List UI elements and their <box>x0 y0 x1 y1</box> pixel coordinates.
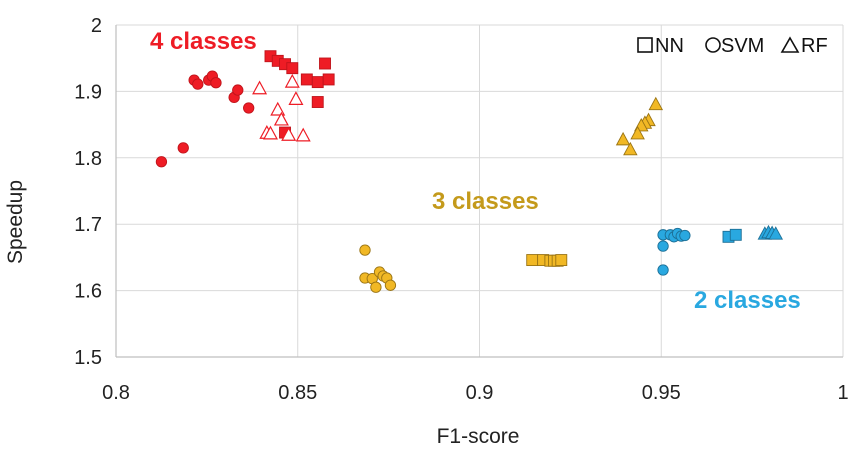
x-tick-label: 1 <box>837 382 848 404</box>
group-labels: 4 classes 3 classes 2 classes <box>150 28 801 314</box>
point-rf-group-1 <box>284 73 300 88</box>
point-rf-group-1 <box>295 127 311 142</box>
x-tick-label: 0.9 <box>466 382 494 404</box>
point-svm-group-2 <box>370 281 382 293</box>
group-label-4-classes: 4 classes <box>150 28 257 55</box>
point-svm-group-1 <box>192 78 204 90</box>
point-nn-group-1 <box>319 57 331 70</box>
y-tick-label: 1.7 <box>74 214 102 236</box>
legend-label-svm: SVM <box>721 35 764 57</box>
point-rf-group-1 <box>281 126 297 141</box>
point-rf-group-1 <box>288 91 304 105</box>
y-tick-label: 1.9 <box>74 81 102 103</box>
point-svm-group-1 <box>232 84 244 96</box>
group-label-2-classes: 2 classes <box>694 287 801 314</box>
point-svm-group-3 <box>657 240 669 252</box>
point-svm-group-2 <box>384 279 397 291</box>
point-rf-group-3 <box>768 226 784 240</box>
legend: NN SVM RF <box>637 35 828 57</box>
y-tick-label: 2 <box>91 15 102 37</box>
legend-square-marker <box>637 37 653 53</box>
point-nn-group-1 <box>311 96 324 108</box>
point-nn-group-3 <box>729 228 742 241</box>
y-tick-label: 1.8 <box>74 148 102 170</box>
point-rf-group-1 <box>262 125 278 140</box>
point-nn-group-2 <box>555 254 568 267</box>
y-tick-label: 1.5 <box>74 347 102 369</box>
point-nn-group-2 <box>526 254 539 267</box>
point-nn-group-1 <box>300 73 313 86</box>
data-points <box>155 50 784 293</box>
y-axis-title: Speedup <box>4 180 27 264</box>
point-rf-group-2 <box>623 141 638 156</box>
point-svm-group-2 <box>359 244 371 256</box>
point-svm-group-3 <box>679 229 691 242</box>
point-svm-group-1 <box>177 142 189 154</box>
x-tick-label: 0.8 <box>102 382 130 404</box>
point-rf-group-2 <box>648 96 664 111</box>
point-nn-group-1 <box>322 73 335 86</box>
x-tick-label: 0.95 <box>642 382 681 404</box>
legend-label-nn: NN <box>655 35 684 57</box>
legend-triangle-marker <box>780 36 800 53</box>
y-tick-label: 1.6 <box>74 281 102 303</box>
point-rf-group-1 <box>252 80 268 95</box>
x-tick-label: 0.85 <box>278 382 317 404</box>
tick-labels: 1.5 1.6 1.7 1.8 1.9 2 0.8 0.85 0.9 0.95 1 <box>74 15 848 404</box>
point-nn-group-1 <box>311 76 324 89</box>
point-svm-group-1 <box>155 156 168 168</box>
legend-label-rf: RF <box>801 35 828 57</box>
point-svm-group-1 <box>210 77 222 89</box>
point-svm-group-1 <box>243 102 255 114</box>
point-rf-group-2 <box>615 131 631 146</box>
point-rf-group-2 <box>630 125 645 140</box>
point-svm-group-3 <box>657 264 669 276</box>
point-rf-group-1 <box>270 101 286 116</box>
legend-circle-marker <box>705 37 721 53</box>
group-label-3-classes: 3 classes <box>432 188 539 215</box>
point-rf-group-1 <box>273 111 289 126</box>
axes <box>115 25 843 358</box>
point-nn-group-1 <box>286 62 299 75</box>
x-axis-title: F1-score <box>437 425 520 448</box>
